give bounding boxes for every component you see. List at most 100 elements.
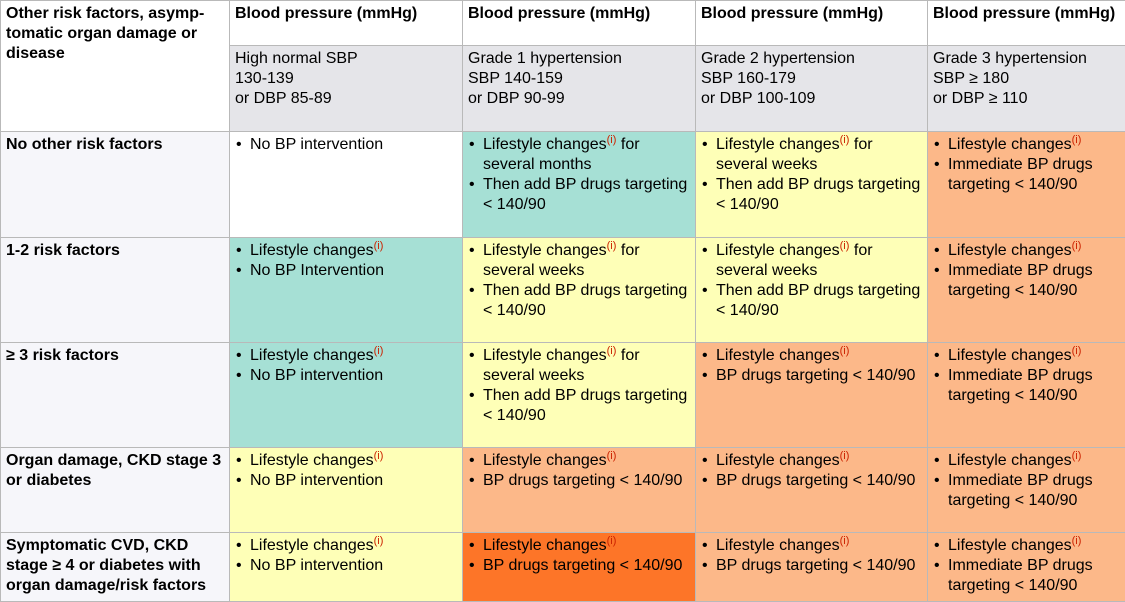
grade-line: or DBP 100-109 (701, 89, 923, 109)
info-icon[interactable]: (i) (840, 535, 850, 547)
recommendation-list: Lifestyle changes(i)Immediate BP drugs t… (933, 346, 1121, 406)
recommendation-text: Immediate BP drugs targeting < 140/90 (948, 262, 1093, 299)
recommendation-item: Then add BP drugs targeting < 140/90 (468, 386, 691, 426)
recommendation-text: Lifestyle changes (948, 452, 1072, 469)
grade-line: SBP 160-179 (701, 69, 923, 89)
info-icon[interactable]: (i) (840, 450, 850, 462)
info-icon[interactable]: (i) (840, 240, 850, 252)
column-header-high-normal: Blood pressure (mmHg) (230, 1, 463, 46)
recommendation-list: Lifestyle changes(i)BP drugs targeting <… (701, 536, 923, 576)
info-icon[interactable]: (i) (607, 535, 617, 547)
table-row: ≥ 3 risk factorsLifestyle changes(i)No B… (1, 343, 1125, 448)
recommendation-text: Lifestyle changes (716, 136, 840, 153)
recommendation-text: Lifestyle changes (483, 242, 607, 259)
grade-cell-grade-2: Grade 2 hypertension SBP 160-179 or DBP … (696, 46, 928, 132)
recommendation-item: Lifestyle changes(i) (933, 536, 1121, 556)
recommendation-item: Lifestyle changes(i) (701, 536, 923, 556)
table-row: No other risk factorsNo BP intervention L… (1, 132, 1125, 238)
column-header-grade-3: Blood pressure (mmHg) (928, 1, 1125, 46)
recommendation-text: BP drugs targeting < 140/90 (716, 557, 915, 574)
info-icon[interactable]: (i) (607, 450, 617, 462)
info-icon[interactable]: (i) (607, 345, 617, 357)
row-label: Symptomatic CVD, CKD stage ≥ 4 or diabet… (1, 533, 230, 602)
grade-line: SBP 140-159 (468, 69, 691, 89)
recommendation-item: Then add BP drugs targeting < 140/90 (701, 281, 923, 321)
recommendation-text: Then add BP drugs targeting < 140/90 (483, 387, 687, 424)
recommendation-list: Lifestyle changes(i)Immediate BP drugs t… (933, 536, 1121, 596)
recommendation-text: BP drugs targeting < 140/90 (716, 367, 915, 384)
recommendation-item: Lifestyle changes(i) for several months (468, 135, 691, 175)
recommendation-text: Lifestyle changes (483, 452, 607, 469)
grade-cell-grade-1: Grade 1 hypertension SBP 140-159 or DBP … (463, 46, 696, 132)
info-icon[interactable]: (i) (374, 240, 384, 252)
recommendation-list: Lifestyle changes(i) Immediate BP drugs t… (933, 135, 1121, 195)
info-icon[interactable]: (i) (374, 450, 384, 462)
info-icon[interactable]: (i) (1072, 535, 1082, 547)
recommendation-cell-high-normal: Lifestyle changes(i)No BP intervention (230, 343, 463, 448)
recommendation-text: Lifestyle changes (948, 242, 1072, 259)
recommendation-text: Lifestyle changes (250, 347, 374, 364)
row-label: No other risk factors (1, 132, 230, 238)
recommendation-item: Immediate BP drugs targeting < 140/90 (933, 155, 1121, 195)
recommendation-cell-grade-3: Lifestyle changes(i)Immediate BP drugs t… (928, 533, 1125, 602)
recommendation-item: No BP intervention (235, 135, 458, 155)
recommendation-text: Immediate BP drugs targeting < 140/90 (948, 557, 1093, 594)
recommendation-item: Lifestyle changes(i) (235, 536, 458, 556)
grade-line: Grade 3 hypertension (933, 49, 1121, 69)
info-icon[interactable]: (i) (840, 345, 850, 357)
recommendation-list: No BP intervention (235, 135, 458, 155)
recommendation-text: BP drugs targeting < 140/90 (483, 557, 682, 574)
row-label: 1-2 risk factors (1, 238, 230, 343)
recommendation-item: Then add BP drugs targeting < 140/90 (468, 281, 691, 321)
recommendation-text: Lifestyle changes (948, 136, 1072, 153)
recommendation-item: Then add BP drugs targeting < 140/90 (468, 175, 691, 215)
grade-cell-grade-3: Grade 3 hypertension SBP ≥ 180 or DBP ≥ … (928, 46, 1125, 132)
recommendation-list: Lifestyle changes(i) for several weeksTh… (701, 241, 923, 321)
table-body: No other risk factorsNo BP intervention L… (1, 132, 1125, 602)
recommendation-item: Lifestyle changes(i) (235, 346, 458, 366)
info-icon[interactable]: (i) (1072, 134, 1082, 146)
info-icon[interactable]: (i) (1072, 240, 1082, 252)
recommendation-item: Lifestyle changes(i) (468, 536, 691, 556)
grade-line: Grade 2 hypertension (701, 49, 923, 69)
recommendation-text: Immediate BP drugs targeting < 140/90 (948, 367, 1093, 404)
row-label: Organ damage, CKD stage 3 or diabetes (1, 448, 230, 533)
recommendation-cell-grade-1: Lifestyle changes(i) BP drugs targeting <… (463, 448, 696, 533)
table-row: 1-2 risk factorsLifestyle changes(i)No B… (1, 238, 1125, 343)
recommendation-cell-grade-2: Lifestyle changes(i)BP drugs targeting <… (696, 343, 928, 448)
recommendation-text: Lifestyle changes (716, 537, 840, 554)
grade-line: SBP ≥ 180 (933, 69, 1121, 89)
recommendation-text: Lifestyle changes (716, 242, 840, 259)
recommendation-text: Lifestyle changes (250, 452, 374, 469)
recommendation-list: Lifestyle changes(i) for several weeksTh… (701, 135, 923, 215)
info-icon[interactable]: (i) (607, 240, 617, 252)
info-icon[interactable]: (i) (607, 134, 617, 146)
recommendation-cell-high-normal: Lifestyle changes(i)No BP Intervention (230, 238, 463, 343)
info-icon[interactable]: (i) (840, 134, 850, 146)
recommendation-item: Lifestyle changes(i) for several weeks (468, 241, 691, 281)
info-icon[interactable]: (i) (1072, 345, 1082, 357)
recommendation-cell-grade-2: Lifestyle changes(i) for several weeksTh… (696, 238, 928, 343)
recommendation-text: Lifestyle changes (716, 452, 840, 469)
recommendation-cell-grade-2: Lifestyle changes(i)BP drugs targeting <… (696, 448, 928, 533)
recommendation-text: Lifestyle changes (250, 242, 374, 259)
recommendation-item: Immediate BP drugs targeting < 140/90 (933, 471, 1121, 511)
recommendation-item: Lifestyle changes(i) for several weeks (701, 241, 923, 281)
info-icon[interactable]: (i) (374, 535, 384, 547)
recommendation-text: Lifestyle changes (483, 347, 607, 364)
grade-line: 130-139 (235, 69, 458, 89)
recommendation-list: Lifestyle changes(i) Immediate BP drugs t… (933, 451, 1121, 511)
recommendation-text: Lifestyle changes (948, 537, 1072, 554)
recommendation-text: BP drugs targeting < 140/90 (483, 472, 682, 489)
recommendation-list: Lifestyle changes(i)No BP intervention (235, 451, 458, 491)
recommendation-text: Lifestyle changes (483, 136, 607, 153)
recommendation-text: Then add BP drugs targeting < 140/90 (716, 176, 920, 213)
recommendation-cell-grade-3: Lifestyle changes(i) Immediate BP drugs t… (928, 132, 1125, 238)
info-icon[interactable]: (i) (1072, 450, 1082, 462)
recommendation-item: Lifestyle changes(i) for several weeks (701, 135, 923, 175)
info-icon[interactable]: (i) (374, 345, 384, 357)
recommendation-text: Immediate BP drugs targeting < 140/90 (948, 472, 1093, 509)
recommendation-list: Lifestyle changes(i) for several weeksTh… (468, 346, 691, 426)
recommendation-list: Lifestyle changes(i) BP drugs targeting <… (468, 451, 691, 491)
